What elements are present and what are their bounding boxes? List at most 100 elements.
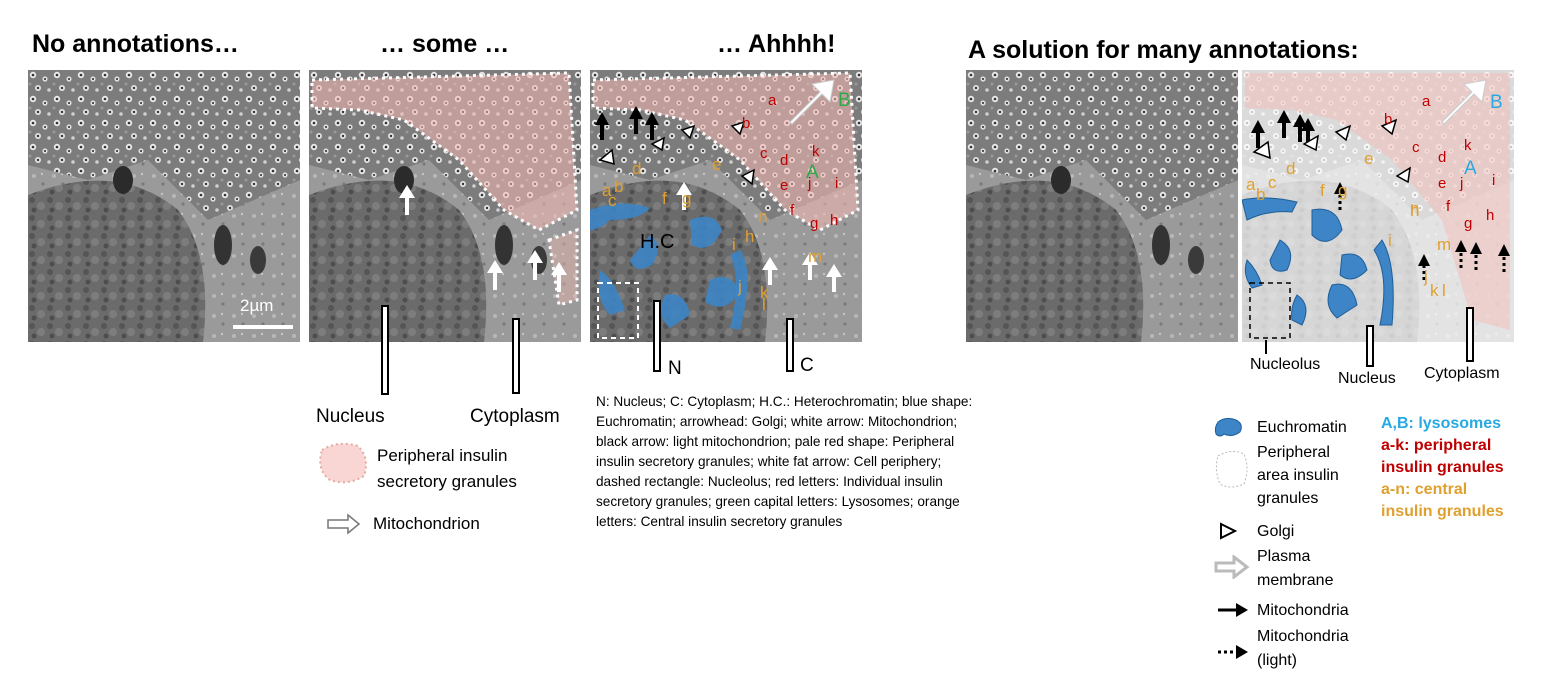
p3-orange-letter-a: a xyxy=(602,181,612,200)
cytoplasm-bar-panel2 xyxy=(512,318,520,394)
mitochondria-light-legend-line2: (light) xyxy=(1257,652,1298,669)
p4-red-letter-j: j xyxy=(1459,175,1463,192)
p4-blue-letter-A: A xyxy=(1464,158,1477,179)
p3-green-letter-A: A xyxy=(806,162,819,183)
p4-orange-letter-b: b xyxy=(1256,185,1265,204)
p3-orange-letter-g: g xyxy=(682,189,691,208)
p3-orange-letter-c: c xyxy=(608,191,617,210)
cytoplasm-label-panel4: Cytoplasm xyxy=(1424,365,1500,382)
euchromatin-shapes xyxy=(1242,197,1394,326)
p3-red-letter-e: e xyxy=(780,177,788,194)
p4-blue-letter-B: B xyxy=(1490,92,1503,113)
p3-orange-letter-f: f xyxy=(662,189,667,208)
p3-orange-letter-h: h xyxy=(745,227,754,246)
p3-red-letter-k: k xyxy=(812,143,820,160)
p3-red-letter-a: a xyxy=(768,92,777,109)
p3-orange-letter-e: e xyxy=(712,155,721,174)
white-arrows xyxy=(676,182,842,292)
p4-orange-letter-e: e xyxy=(1364,149,1373,168)
black-arrows xyxy=(1251,110,1315,148)
p3-green-letter-B: B xyxy=(838,90,851,111)
arrowheads xyxy=(598,120,755,186)
peripheral-area-legend-icon xyxy=(1215,450,1248,488)
white-arrows xyxy=(399,185,567,292)
p3-red-letter-i: i xyxy=(835,175,838,192)
p4-orange-letter-f: f xyxy=(1320,181,1325,200)
p3-orange-letter-i: i xyxy=(732,235,736,254)
plasma-legend-line1: Plasma xyxy=(1257,548,1311,565)
nucleus-bar-panel4 xyxy=(1366,325,1374,367)
p3-orange-letter-b: b xyxy=(614,177,623,196)
central-granules-legend-line1: a-n: central xyxy=(1381,481,1468,498)
panel2-title: … some … xyxy=(380,30,510,58)
peripheral-legend-line3: granules xyxy=(1257,490,1319,507)
peripheral-legend-line1: Peripheral xyxy=(1257,444,1330,461)
arrowheads xyxy=(1252,118,1411,184)
p4-orange-letter-n: n xyxy=(1410,199,1419,218)
nucleus-label-panel4: Nucleus xyxy=(1338,370,1396,387)
p4-red-letter-g: g xyxy=(1464,215,1472,232)
p3-red-letter-g: g xyxy=(810,215,818,232)
peripheral-legend-line2: secretory granules xyxy=(377,472,517,491)
p4-orange-letter-m: m xyxy=(1437,235,1451,254)
em-image-panel4-left xyxy=(966,70,1238,342)
p3-orange-letter-j: j xyxy=(737,277,742,296)
c-label-panel3: C xyxy=(800,355,814,376)
plasma-membrane-arrow-icon xyxy=(1214,555,1250,579)
mitochondria-legend-label: Mitochondria xyxy=(1257,602,1349,619)
golgi-arrowhead-icon xyxy=(1220,522,1238,540)
p4-orange-letter-g: g xyxy=(1338,181,1347,200)
p3-red-letter-f: f xyxy=(790,202,795,219)
cytoplasm-bar-panel4 xyxy=(1466,307,1474,362)
p4-red-letter-i: i xyxy=(1492,172,1495,189)
p4-orange-letter-j: j xyxy=(1423,267,1428,286)
p3-orange-letter-m: m xyxy=(808,247,822,266)
nucleolus-dashed-rect xyxy=(1249,282,1291,339)
p3-red-letter-b: b xyxy=(742,115,750,132)
em-image-panel2 xyxy=(309,70,581,342)
p4-red-letter-e: e xyxy=(1438,175,1446,192)
plasma-legend-line2: membrane xyxy=(1257,572,1334,589)
nucleus-bar-panel2 xyxy=(381,305,389,395)
mitochondrion-legend-label: Mitochondrion xyxy=(373,514,480,533)
p3-orange-letter-l: l xyxy=(762,295,766,314)
p3-red-letter-d: d xyxy=(780,152,788,169)
nucleolus-label-panel4: Nucleolus xyxy=(1250,356,1321,373)
mitochondria-light-arrow-icon xyxy=(1218,645,1248,659)
scale-bar-label: 2µm xyxy=(240,296,274,315)
peripheral-area-shape xyxy=(310,71,579,232)
cytoplasm-label-panel2: Cytoplasm xyxy=(470,406,560,427)
peripheral-area-legend-icon xyxy=(319,442,367,484)
peripheral-granules-legend-line1: a-k: peripheral xyxy=(1381,437,1492,454)
dashed-black-arrows xyxy=(1334,182,1510,280)
p4-orange-letter-k: k xyxy=(1430,281,1439,300)
peripheral-granules-legend-line2: insulin granules xyxy=(1381,459,1504,476)
n-label-panel3: N xyxy=(668,358,682,379)
panel3-title: … Ahhhh! xyxy=(717,30,836,58)
euchromatin-legend-label: Euchromatin xyxy=(1257,419,1347,436)
p3-red-letter-c: c xyxy=(760,145,768,162)
p4-orange-letter-d: d xyxy=(1286,159,1295,178)
peripheral-legend-line1: Peripheral insulin xyxy=(377,446,508,465)
panel3-legend-text: N: Nucleus; C: Cytoplasm; H.C.: Heteroch… xyxy=(596,394,973,529)
p4-red-letter-b: b xyxy=(1384,111,1392,128)
p4-orange-letter-h: h xyxy=(1410,201,1419,220)
p3-red-letter-h: h xyxy=(830,212,838,229)
euchromatin-shapes xyxy=(590,203,748,330)
p4-red-letter-f: f xyxy=(1446,198,1451,215)
p4-orange-letter-c: c xyxy=(1268,173,1277,192)
heterochromatin-label: H.C xyxy=(640,231,674,253)
p4-orange-letter-l: l xyxy=(1442,281,1446,300)
panel4-letter-legend: A,B: lysosomes a-k: peripheral insulin g… xyxy=(1381,413,1504,523)
nucleus-label-panel2: Nucleus xyxy=(316,406,385,427)
nucleolus-connector xyxy=(1265,340,1267,354)
nucleolus-dashed-rect xyxy=(597,282,639,339)
em-image-panel1: 2µm xyxy=(28,70,300,342)
p4-red-letter-a: a xyxy=(1422,93,1431,110)
peripheral-legend-line2: area insulin xyxy=(1257,467,1339,484)
nucleus-bar-panel3 xyxy=(653,300,661,372)
euchromatin-legend-icon xyxy=(1214,417,1242,437)
cell-periphery-fat-arrow xyxy=(789,79,835,125)
mitochondria-light-legend-line1: Mitochondria xyxy=(1257,628,1349,645)
